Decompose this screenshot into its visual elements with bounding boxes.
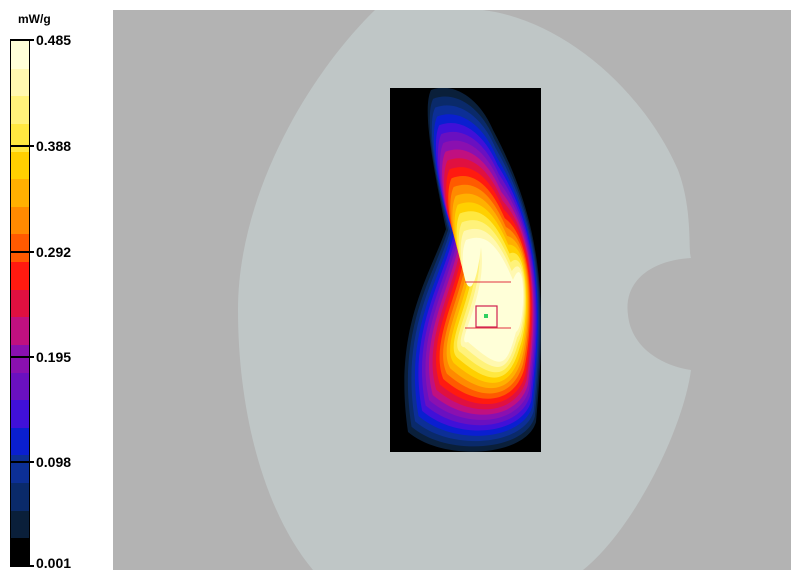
- colorbar-band: [11, 510, 29, 540]
- colorbar-band: [11, 96, 29, 125]
- colorbar-tick: [10, 356, 34, 358]
- colorbar-tick-label: 0.292: [36, 244, 72, 260]
- colorbar-band: [11, 344, 29, 374]
- colorbar-band: [11, 538, 29, 564]
- zoom-scan-box: [475, 305, 498, 328]
- colorbar-band: [11, 123, 29, 153]
- colorbar-unit: mW/g: [18, 12, 51, 26]
- colorbar-band: [11, 179, 29, 208]
- colorbar-tick-label: 0.098: [36, 454, 72, 470]
- colorbar-tick: [10, 251, 34, 253]
- colorbar-band: [11, 151, 29, 181]
- sar-contour-level: [462, 237, 524, 362]
- colorbar-tick: [10, 145, 34, 147]
- colorbar-band: [11, 483, 29, 512]
- colorbar-band: [11, 41, 29, 70]
- sar-plot-area: [113, 10, 791, 570]
- colorbar-tick: [10, 39, 34, 41]
- colorbar-tick-label: 0.001: [36, 555, 72, 571]
- colorbar-band: [11, 262, 29, 291]
- colorbar-band: [11, 68, 29, 98]
- colorbar-tick-label: 0.388: [36, 138, 72, 154]
- sar-contours: [404, 88, 541, 452]
- colorbar-legend: mW/g 0.485 0.388 0.292 0.195 0.098 0.001: [0, 0, 112, 570]
- colorbar-band: [11, 372, 29, 402]
- colorbar-band: [11, 289, 29, 319]
- colorbar-band: [11, 400, 29, 429]
- colorbar-band: [11, 206, 29, 236]
- colorbar-tick: [10, 565, 34, 567]
- peak-marker: [484, 314, 488, 318]
- colorbar-tick-label: 0.485: [36, 32, 72, 48]
- colorbar-tick-label: 0.195: [36, 349, 72, 365]
- colorbar-tick: [10, 461, 34, 463]
- colorbar-band: [11, 317, 29, 346]
- colorbar-band: [11, 455, 29, 485]
- colorbar-band: [11, 234, 29, 264]
- colorbar: [10, 40, 30, 565]
- sar-distribution-map: [113, 10, 791, 570]
- colorbar-band: [11, 427, 29, 457]
